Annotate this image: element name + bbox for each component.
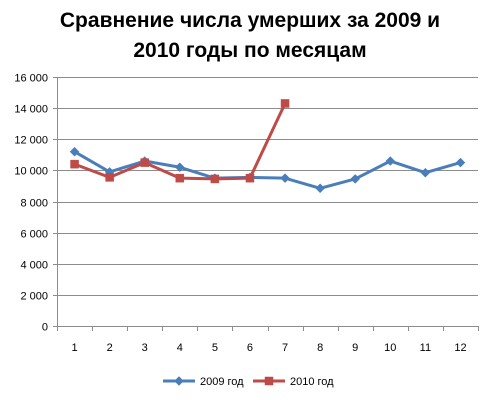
legend-item-1: 2009 год: [163, 376, 244, 388]
series-line-1: [73, 150, 462, 190]
y-tick-label: 16 000: [14, 73, 48, 85]
y-tick-label: 12 000: [14, 135, 48, 147]
legend-label: 2009 год: [200, 376, 244, 388]
x-tick-label: 10: [384, 342, 396, 354]
y-tick-label: 14 000: [14, 104, 48, 116]
x-tick-label: 9: [352, 342, 358, 354]
legend-item-2: 2010 год: [253, 376, 334, 388]
data-point-series-2: [245, 173, 255, 183]
y-tick-label: 0: [42, 322, 48, 334]
data-point-series-1: [69, 146, 80, 157]
x-tick-label: 4: [177, 342, 183, 354]
y-tick-label: 6 000: [20, 229, 48, 241]
x-tick-label: 2: [107, 342, 113, 354]
x-tick-label: 12: [454, 342, 466, 354]
legend-marker: [264, 376, 274, 386]
x-tick-label: 1: [71, 342, 77, 354]
chart-title-line-1: Сравнение числа умерших за 2009 и: [59, 9, 441, 32]
data-point-series-2: [210, 174, 220, 184]
x-tick-label: 5: [212, 342, 218, 354]
data-point-series-1: [385, 156, 396, 166]
chart-title-line-2: 2010 годы по месяцам: [133, 39, 367, 62]
data-point-series-1: [350, 174, 361, 184]
y-tick-label: 8 000: [20, 198, 48, 210]
data-point-series-1: [280, 173, 290, 184]
data-point-series-1: [420, 167, 431, 178]
legend-label: 2010 год: [290, 376, 334, 388]
data-point-series-2: [175, 173, 185, 183]
data-point-series-1: [315, 183, 325, 194]
x-tick-label: 11: [420, 342, 431, 354]
legend-marker: [174, 376, 184, 386]
data-point-series-1: [455, 157, 466, 168]
y-tick-label: 10 000: [14, 166, 48, 178]
data-point-series-2: [70, 159, 79, 169]
y-tick-label: 2 000: [20, 291, 48, 303]
data-point-series-1: [174, 162, 185, 173]
data-point-series-2: [105, 173, 114, 182]
data-point-series-2: [280, 99, 290, 108]
x-tick-label: 6: [247, 342, 253, 354]
x-tick-label: 8: [317, 342, 323, 354]
x-tick-label: 3: [142, 342, 148, 354]
data-point-series-2: [140, 158, 149, 167]
chart-title: Сравнение числа умерших за 2009 и 2010 г…: [0, 6, 500, 66]
x-tick-label: 7: [282, 342, 288, 354]
y-tick-label: 4 000: [20, 260, 48, 272]
